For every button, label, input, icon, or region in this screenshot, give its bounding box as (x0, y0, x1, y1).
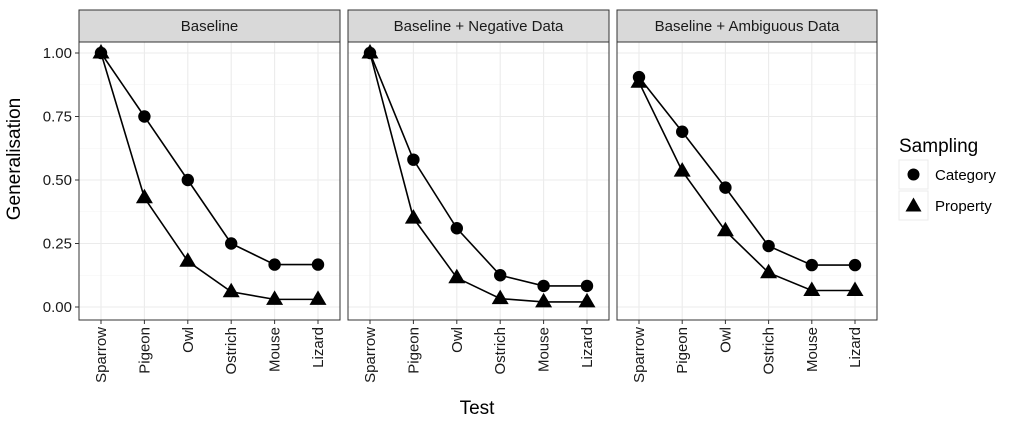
legend-label-property: Property (935, 198, 992, 215)
y-tick-label: 0.00 (43, 299, 72, 316)
y-tick-label: 0.50 (43, 172, 72, 189)
legend-triangle-marker (905, 197, 922, 212)
data-point-category (181, 173, 194, 187)
data-point-property (448, 268, 466, 284)
data-point-category (580, 279, 594, 293)
data-point-property (266, 290, 284, 305)
y-tick-label: 1.00 (43, 45, 72, 62)
data-point-property (179, 252, 197, 267)
data-point-category (407, 153, 420, 166)
facet-panel: Baseline + Negative Data Sparrow Pigeon Owl… (347, 9, 610, 383)
x-tick-label: Ostrich (492, 327, 509, 375)
facet-panel: Baseline + Ambiguous Data Sparrow Pigeon Ow… (616, 9, 878, 383)
x-tick-label: Owl (717, 327, 734, 353)
x-tick-label: Mouse (536, 327, 553, 372)
x-tick-label: Pigeon (405, 327, 422, 374)
legend-circle-marker (907, 168, 920, 181)
data-point-category (450, 222, 463, 235)
series-line-property (100, 52, 318, 301)
x-tick-label: Pigeon (136, 327, 153, 374)
data-point-property (361, 44, 379, 59)
data-point-property (578, 292, 596, 308)
x-tick-label: Mouse (267, 327, 284, 372)
series-line-category (369, 52, 587, 287)
y-axis: 0.00 0.25 0.50 0.75 1.00 (43, 45, 79, 316)
series-line-property (638, 81, 855, 292)
y-tick-label: 0.25 (43, 236, 72, 253)
x-tick-label: Sparrow (631, 327, 648, 383)
data-point-category (268, 258, 281, 271)
data-point-property (716, 221, 734, 237)
data-point-property (846, 281, 864, 296)
x-tick-label: Ostrich (761, 327, 778, 375)
data-point-category (494, 269, 507, 282)
x-tick-label: Sparrow (93, 327, 110, 383)
series-line-category (638, 76, 855, 266)
data-point-property (491, 289, 509, 305)
data-point-property (673, 162, 691, 177)
panel-background (79, 42, 340, 320)
legend-label-category: Category (935, 167, 996, 184)
x-tick-label: Mouse (804, 327, 821, 372)
x-tick-label: Lizard (310, 327, 327, 368)
series-line-category (100, 52, 318, 266)
data-point-category (719, 181, 732, 194)
data-point-category (848, 258, 862, 272)
x-tick-label: Pigeon (674, 327, 691, 374)
data-point-category (138, 110, 151, 123)
data-point-property (760, 263, 778, 279)
facet-title: Baseline + Negative Data (394, 18, 564, 35)
facet-panels: Baseline Sparrow Pigeon Owl Ostrich Mouse Liza… (78, 9, 878, 383)
data-point-property (404, 209, 422, 224)
legend-key-box-category (898, 159, 929, 190)
series-line-property (369, 52, 587, 303)
data-point-category (225, 237, 238, 250)
x-tick-label: Lizard (579, 327, 596, 368)
legend-title: Sampling (899, 136, 978, 157)
panel-background (617, 42, 877, 320)
y-axis-title: Generalisation (4, 98, 25, 221)
data-point-property (92, 44, 110, 59)
facet-title: Baseline (181, 18, 239, 35)
panel-border (78, 41, 341, 321)
data-point-category (537, 279, 550, 293)
data-point-property (803, 281, 821, 296)
x-tick-label: Owl (180, 327, 197, 353)
facet-title: Baseline + Ambiguous Data (655, 18, 840, 35)
x-tick-label: Ostrich (223, 327, 240, 375)
y-tick-label: 0.75 (43, 109, 72, 126)
data-point-category (676, 125, 689, 138)
data-point-category (311, 258, 325, 271)
panel-background (348, 42, 609, 320)
legend-key-box-property (898, 190, 929, 221)
x-tick-label: Owl (449, 327, 466, 353)
x-axis-title: Test (460, 398, 496, 419)
data-point-property (535, 292, 553, 308)
panel-border (616, 41, 878, 321)
panel-border (347, 41, 610, 321)
x-tick-label: Lizard (847, 327, 864, 368)
data-point-property (309, 290, 327, 305)
data-point-category (762, 239, 775, 253)
data-point-property (222, 282, 240, 298)
x-tick-label: Sparrow (362, 327, 379, 383)
facet-panel: Baseline Sparrow Pigeon Owl Ostrich Mouse Liza… (78, 9, 341, 383)
data-point-category (805, 258, 818, 272)
facet-strip (347, 9, 610, 43)
data-point-property (135, 188, 153, 204)
legend: Sampling Category Property (898, 136, 996, 221)
data-point-property (630, 73, 648, 88)
facet-strip (78, 9, 341, 43)
